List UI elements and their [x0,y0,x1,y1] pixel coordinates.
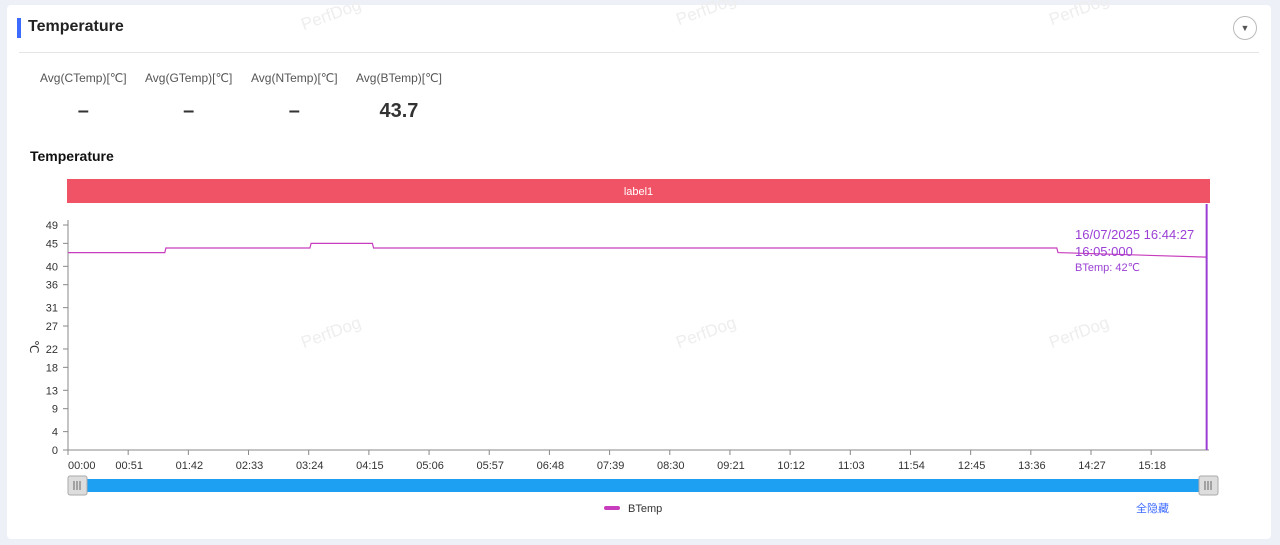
x-tick-label: 00:51 [115,460,143,472]
x-tick-label: 05:57 [476,460,504,472]
chart-title: Temperature [30,148,114,164]
stat-value: – [77,100,89,122]
x-tick-label: 00:00 [68,460,96,472]
x-tick-label: 07:39 [597,460,625,472]
x-tick-label: 02:33 [236,460,264,472]
stat-label: Avg(NTemp)[℃] [251,71,338,85]
y-tick-label: 49 [46,220,58,232]
x-tick-label: 06:48 [537,460,565,472]
x-axis: 00:00 00:51 01:42 02:33 03:24 04:15 05:06 05:57… [67,449,1209,472]
y-tick-label: 4 [52,427,58,439]
x-tick-label: 04:15 [356,460,384,472]
x-tick-label: 05:06 [416,460,444,472]
stat-ctemp: Avg(CTemp)[℃] – [40,71,127,123]
x-tick-label: 14:27 [1078,460,1106,472]
header-divider [19,52,1259,53]
collapse-button[interactable]: ▼ [1233,16,1257,40]
zoom-scrollbar[interactable] [67,475,1219,496]
x-tick-label: 11:54 [898,460,925,472]
y-tick-label: 18 [46,362,58,374]
label-band[interactable] [67,179,1210,203]
header-accent-bar [17,18,21,38]
stat-label: Avg(BTemp)[℃] [356,71,442,85]
panel-title: Temperature [28,18,124,35]
legend-swatch-btemp [604,506,620,510]
y-tick-label: 36 [46,280,58,292]
x-tick-label: 08:30 [657,460,685,472]
stat-label: Avg(CTemp)[℃] [40,71,127,85]
x-tick-label: 09:21 [717,460,745,472]
stat-value: 43.7 [379,100,419,122]
x-tick-label: 12:45 [958,460,986,472]
x-tick-label: 13:36 [1018,460,1046,472]
series-line-btemp [68,242,1207,258]
hide-all-link[interactable]: 全隐藏 [1136,501,1169,515]
x-tick-label: 10:12 [777,460,805,472]
tooltip-date: 16/07/2025 16:44:27 [1075,227,1194,242]
x-tick-label: 15:18 [1138,460,1166,472]
x-tick-label: 11:03 [838,460,865,472]
stat-value: – [288,100,300,122]
stat-value: – [183,100,195,122]
y-tick-label: 0 [52,445,58,457]
chevron-down-icon: ▼ [1240,22,1250,33]
legend-label-btemp: BTemp [628,503,662,515]
y-axis-label: ℃ [27,340,41,353]
y-tick-label: 40 [46,261,58,273]
y-tick-label: 9 [52,404,58,416]
x-tick-label: 01:42 [176,460,204,472]
y-tick-label: 22 [46,344,58,356]
tooltip-value: BTemp: 42℃ [1075,262,1140,274]
stat-btemp: Avg(BTemp)[℃] 43.7 [356,71,442,123]
stat-ntemp: Avg(NTemp)[℃] – [251,71,338,123]
y-tick-label: 27 [46,321,58,333]
y-tick-label: 13 [46,385,58,397]
stat-label: Avg(GTemp)[℃] [145,71,233,85]
scrollbar-track [68,479,1209,492]
x-tick-label: 03:24 [296,460,324,472]
stat-gtemp: Avg(GTemp)[℃] – [145,71,232,123]
y-tick-label: 45 [46,238,58,250]
legend[interactable]: BTemp [604,503,662,515]
label-band-text: label1 [624,186,653,198]
tooltip-time: 16:05:000 [1075,244,1133,259]
y-tick-label: 31 [46,303,58,315]
